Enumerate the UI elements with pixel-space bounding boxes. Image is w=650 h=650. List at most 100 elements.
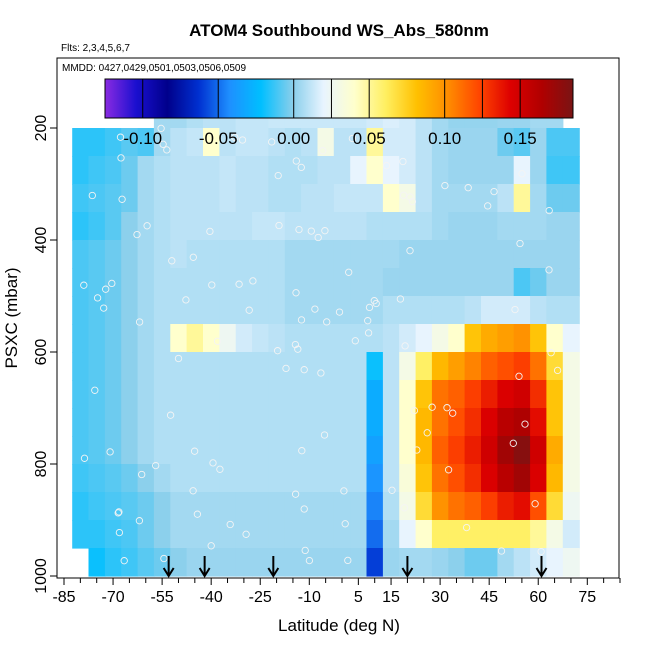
- heatmap-cell: [121, 548, 139, 577]
- heatmap-cell: [366, 268, 384, 297]
- heatmap-cell: [219, 268, 237, 297]
- heatmap-cell: [104, 380, 122, 409]
- heatmap-cell: [203, 184, 220, 213]
- heatmap-cell: [448, 212, 466, 241]
- heatmap-cell: [104, 492, 122, 521]
- heatmap-cell: [104, 212, 122, 241]
- sample-marker: [545, 266, 553, 274]
- heatmap-cell: [448, 548, 466, 577]
- heatmap-cell: [448, 380, 466, 409]
- sample-marker: [399, 157, 407, 166]
- heatmap-cell: [137, 352, 155, 381]
- heatmap-cell: [88, 464, 106, 493]
- heatmap-cells: [72, 100, 580, 577]
- ascent-arrow-head: [162, 567, 175, 578]
- heatmap-cell: [235, 240, 253, 269]
- heatmap-cell: [366, 240, 384, 269]
- heatmap-cell: [252, 156, 270, 185]
- heatmap-cell: [235, 212, 253, 241]
- heatmap-cell: [72, 380, 90, 409]
- x-tick-label: -25: [249, 589, 272, 606]
- heatmap-cell: [546, 296, 564, 325]
- heatmap-cell: [562, 380, 580, 409]
- sample-marker: [249, 277, 257, 285]
- sample-marker: [295, 225, 303, 234]
- heatmap-cell: [464, 268, 482, 297]
- heatmap-cell: [448, 184, 466, 213]
- sample-marker: [100, 304, 108, 312]
- heatmap-cell: [137, 492, 155, 521]
- heatmap-cell: [252, 184, 270, 213]
- heatmap-cell: [121, 268, 139, 297]
- heatmap-cell: [497, 548, 515, 577]
- y-axis: 200 400 600 800 1000: [33, 115, 57, 594]
- heatmap-cell: [203, 464, 220, 493]
- heatmap-cell: [333, 156, 351, 185]
- heatmap-cell: [333, 464, 351, 493]
- sample-marker: [159, 140, 167, 148]
- heatmap-cell: [121, 212, 139, 241]
- heatmap-cell: [153, 408, 171, 437]
- sample-marker: [297, 163, 305, 172]
- heatmap-cell: [235, 380, 253, 409]
- heatmap-cell: [203, 240, 220, 269]
- x-tick-label: -10: [298, 589, 321, 606]
- heatmap-cell: [366, 492, 384, 521]
- heatmap-cell: [530, 352, 548, 381]
- heatmap-cell: [546, 520, 564, 549]
- heatmap-cell: [481, 268, 498, 297]
- heatmap-cell: [497, 520, 515, 549]
- heatmap-cell: [235, 520, 253, 549]
- heatmap-cell: [546, 240, 564, 269]
- heatmap-cell: [350, 296, 368, 325]
- heatmap-cell: [203, 352, 220, 381]
- heatmap-cell: [121, 296, 139, 325]
- sample-marker: [300, 366, 308, 374]
- colorbar-tick-label: 0.05: [353, 129, 386, 148]
- heatmap-cell: [170, 408, 188, 437]
- heatmap-cell: [366, 352, 384, 381]
- heatmap-cell: [562, 492, 580, 521]
- heatmap-cell: [448, 240, 466, 269]
- heatmap-cell: [137, 240, 155, 269]
- heatmap-cell: [301, 184, 319, 213]
- heatmap-cell: [137, 212, 155, 241]
- sample-marker: [464, 184, 472, 192]
- x-tick-label: -55: [151, 589, 174, 606]
- heatmap-cell: [219, 464, 237, 493]
- heatmap-cell: [448, 436, 466, 465]
- heatmap-cell: [333, 352, 351, 381]
- sample-marker: [545, 206, 553, 215]
- heatmap-cell: [284, 548, 302, 577]
- sample-marker: [518, 170, 526, 178]
- heatmap-cell: [317, 548, 335, 577]
- heatmap-cell: [186, 464, 204, 493]
- heatmap-cell: [121, 128, 139, 157]
- heatmap-cell: [252, 464, 270, 493]
- heatmap-cell: [186, 296, 204, 325]
- colorbar-tick-label: 0.15: [504, 129, 537, 148]
- heatmap-cell: [186, 492, 204, 521]
- heatmap-cell: [481, 156, 498, 185]
- heatmap-cell: [268, 492, 286, 521]
- heatmap-cell: [268, 324, 286, 353]
- sample-marker: [410, 406, 419, 415]
- heatmap-cell: [252, 324, 270, 353]
- heatmap-cell: [268, 352, 286, 381]
- heatmap-cell: [399, 352, 417, 381]
- heatmap-cell: [333, 408, 351, 437]
- heatmap-cell: [268, 408, 286, 437]
- sample-marker: [314, 233, 322, 242]
- heatmap-cell: [333, 212, 351, 241]
- heatmap-cell: [546, 212, 564, 241]
- heatmap-cell: [431, 296, 449, 325]
- heatmap-cell: [301, 408, 319, 437]
- heatmap-cell: [530, 296, 548, 325]
- heatmap-cell: [153, 128, 171, 157]
- heatmap-cell: [333, 268, 351, 297]
- heatmap-cell: [350, 268, 368, 297]
- heatmap-cell: [464, 352, 482, 381]
- heatmap-cell: [186, 184, 204, 213]
- heatmap-cell: [268, 128, 286, 157]
- sample-marker: [80, 281, 88, 289]
